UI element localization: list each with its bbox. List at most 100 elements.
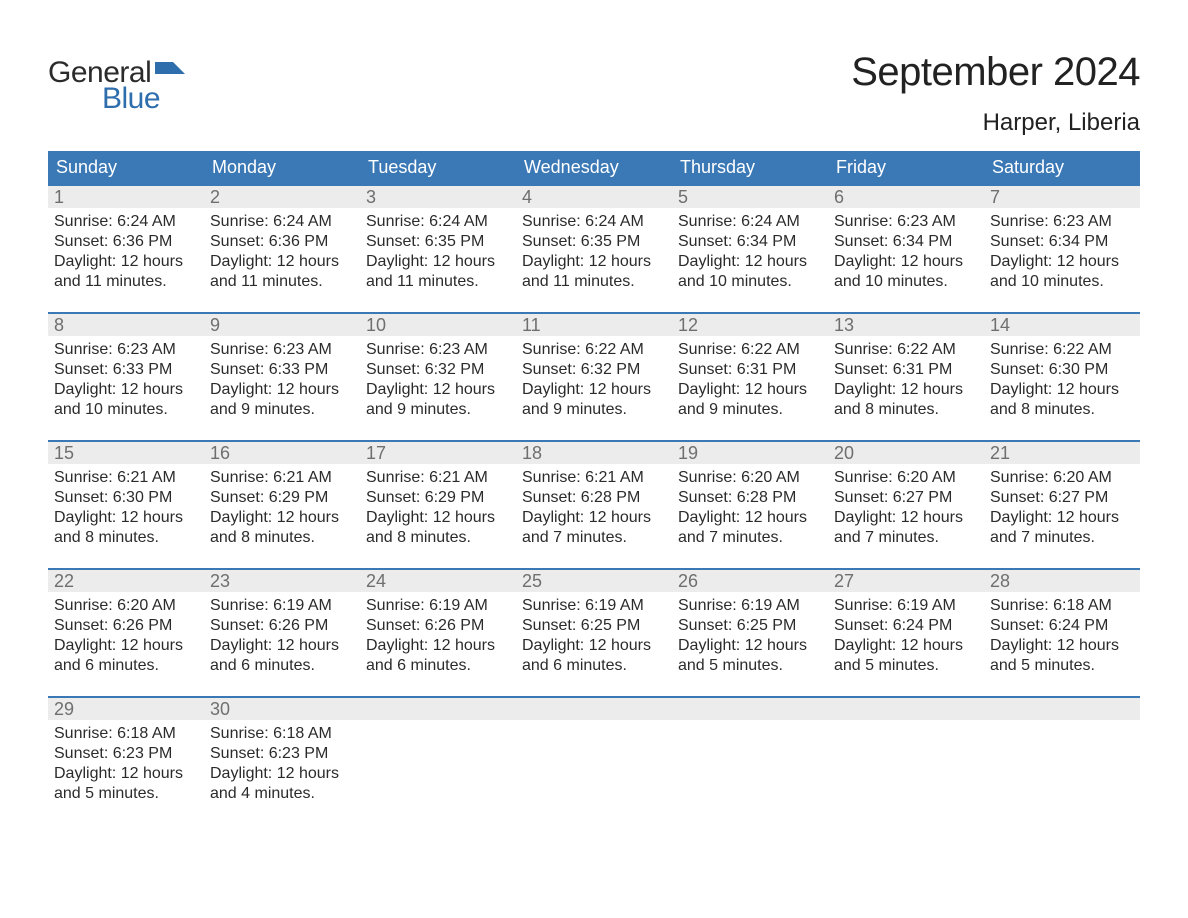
daylight-line-2: and 7 minutes. (678, 528, 822, 548)
day-cell: 9Sunrise: 6:23 AMSunset: 6:33 PMDaylight… (204, 314, 360, 426)
daylight-line-2: and 7 minutes. (834, 528, 978, 548)
sunrise-line: Sunrise: 6:23 AM (834, 212, 978, 232)
daylight-line-1: Daylight: 12 hours (522, 380, 666, 400)
sunset-line: Sunset: 6:36 PM (210, 232, 354, 252)
sunset-line: Sunset: 6:32 PM (366, 360, 510, 380)
day-number: 20 (828, 442, 984, 464)
month-year-title: September 2024 (851, 50, 1140, 95)
sunrise-line: Sunrise: 6:21 AM (210, 468, 354, 488)
sunrise-line: Sunrise: 6:23 AM (366, 340, 510, 360)
day-cell: 1Sunrise: 6:24 AMSunset: 6:36 PMDaylight… (48, 186, 204, 298)
weekday-friday: Friday (828, 151, 984, 184)
calendar-grid: Sunday Monday Tuesday Wednesday Thursday… (48, 151, 1140, 810)
daylight-line-1: Daylight: 12 hours (834, 380, 978, 400)
sunset-line: Sunset: 6:23 PM (54, 744, 198, 764)
day-content: Sunrise: 6:19 AMSunset: 6:24 PMDaylight:… (828, 592, 984, 682)
day-number: 11 (516, 314, 672, 336)
daylight-line-1: Daylight: 12 hours (678, 252, 822, 272)
sunset-line: Sunset: 6:31 PM (678, 360, 822, 380)
sunset-line: Sunset: 6:36 PM (54, 232, 198, 252)
day-cell: 21Sunrise: 6:20 AMSunset: 6:27 PMDayligh… (984, 442, 1140, 554)
sunset-line: Sunset: 6:29 PM (210, 488, 354, 508)
day-number: 14 (984, 314, 1140, 336)
day-content: Sunrise: 6:20 AMSunset: 6:27 PMDaylight:… (828, 464, 984, 554)
day-content: Sunrise: 6:22 AMSunset: 6:31 PMDaylight:… (828, 336, 984, 426)
sunrise-line: Sunrise: 6:19 AM (210, 596, 354, 616)
daylight-line-1: Daylight: 12 hours (54, 508, 198, 528)
day-cell: 15Sunrise: 6:21 AMSunset: 6:30 PMDayligh… (48, 442, 204, 554)
sunrise-line: Sunrise: 6:20 AM (54, 596, 198, 616)
day-number: 10 (360, 314, 516, 336)
day-cell: 29 Sunrise: 6:18 AMSunset: 6:23 PMDayligh… (48, 698, 204, 810)
day-content: Sunrise: 6:23 AMSunset: 6:34 PMDaylight:… (984, 208, 1140, 298)
daylight-line-1: Daylight: 12 hours (54, 764, 198, 784)
day-cell: 3Sunrise: 6:24 AMSunset: 6:35 PMDaylight… (360, 186, 516, 298)
day-cell: 18Sunrise: 6:21 AMSunset: 6:28 PMDayligh… (516, 442, 672, 554)
sunrise-line: Sunrise: 6:21 AM (54, 468, 198, 488)
sunset-line: Sunset: 6:23 PM (210, 744, 354, 764)
day-number: 9 (204, 314, 360, 336)
daylight-line-1: Daylight: 12 hours (54, 380, 198, 400)
day-content: Sunrise: 6:24 AMSunset: 6:34 PMDaylight:… (672, 208, 828, 298)
sunrise-line: Sunrise: 6:18 AM (210, 724, 354, 744)
day-number: 22 (48, 570, 204, 592)
sunset-line: Sunset: 6:34 PM (990, 232, 1134, 252)
daylight-line-1: Daylight: 12 hours (678, 636, 822, 656)
day-number: 26 (672, 570, 828, 592)
daylight-line-1: Daylight: 12 hours (210, 380, 354, 400)
sunset-line: Sunset: 6:24 PM (834, 616, 978, 636)
sunset-line: Sunset: 6:25 PM (522, 616, 666, 636)
sunrise-line: Sunrise: 6:24 AM (366, 212, 510, 232)
day-cell: 20Sunrise: 6:20 AMSunset: 6:27 PMDayligh… (828, 442, 984, 554)
sunrise-line: Sunrise: 6:24 AM (678, 212, 822, 232)
day-content: Sunrise: 6:23 AMSunset: 6:33 PMDaylight:… (204, 336, 360, 426)
daylight-line-2: and 11 minutes. (522, 272, 666, 292)
daylight-line-2: and 8 minutes. (834, 400, 978, 420)
week-row: 15Sunrise: 6:21 AMSunset: 6:30 PMDayligh… (48, 440, 1140, 554)
daylight-line-2: and 11 minutes. (210, 272, 354, 292)
daylight-line-2: and 6 minutes. (522, 656, 666, 676)
daylight-line-2: and 5 minutes. (990, 656, 1134, 676)
weekday-wednesday: Wednesday (516, 151, 672, 184)
sunrise-line: Sunrise: 6:19 AM (522, 596, 666, 616)
sunset-line: Sunset: 6:27 PM (834, 488, 978, 508)
sunrise-line: Sunrise: 6:22 AM (990, 340, 1134, 360)
day-content: Sunrise: 6:24 AMSunset: 6:36 PMDaylight:… (48, 208, 204, 298)
daylight-line-2: and 6 minutes. (210, 656, 354, 676)
sunrise-line: Sunrise: 6:18 AM (54, 724, 198, 744)
daylight-line-2: and 6 minutes. (54, 656, 198, 676)
day-content: Sunrise: 6:21 AMSunset: 6:29 PMDaylight:… (360, 464, 516, 554)
daylight-line-2: and 9 minutes. (366, 400, 510, 420)
daylight-line-2: and 8 minutes. (990, 400, 1134, 420)
sunset-line: Sunset: 6:35 PM (366, 232, 510, 252)
sunset-line: Sunset: 6:24 PM (990, 616, 1134, 636)
sunset-line: Sunset: 6:29 PM (366, 488, 510, 508)
day-content: Sunrise: 6:20 AMSunset: 6:27 PMDaylight:… (984, 464, 1140, 554)
location-label: Harper, Liberia (851, 109, 1140, 137)
day-cell: 22Sunrise: 6:20 AMSunset: 6:26 PMDayligh… (48, 570, 204, 682)
weekday-sunday: Sunday (48, 151, 204, 184)
daylight-line-2: and 6 minutes. (366, 656, 510, 676)
day-content: Sunrise: 6:24 AMSunset: 6:35 PMDaylight:… (516, 208, 672, 298)
day-cell: 11Sunrise: 6:22 AMSunset: 6:32 PMDayligh… (516, 314, 672, 426)
day-number: 27 (828, 570, 984, 592)
sunrise-line: Sunrise: 6:19 AM (366, 596, 510, 616)
day-cell: 6Sunrise: 6:23 AMSunset: 6:34 PMDaylight… (828, 186, 984, 298)
daylight-line-2: and 10 minutes. (834, 272, 978, 292)
day-cell: 30Sunrise: 6:18 AMSunset: 6:23 PMDayligh… (204, 698, 360, 810)
day-content: Sunrise: 6:18 AMSunset: 6:23 PMDaylight:… (204, 720, 360, 810)
day-content: Sunrise: 6:20 AMSunset: 6:26 PMDaylight:… (48, 592, 204, 682)
day-content: Sunrise: 6:24 AMSunset: 6:36 PMDaylight:… (204, 208, 360, 298)
sunrise-line: Sunrise: 6:20 AM (678, 468, 822, 488)
weekday-saturday: Saturday (984, 151, 1140, 184)
daylight-line-1: Daylight: 12 hours (990, 508, 1134, 528)
day-cell: 26Sunrise: 6:19 AMSunset: 6:25 PMDayligh… (672, 570, 828, 682)
day-number: 7 (984, 186, 1140, 208)
sunrise-line: Sunrise: 6:18 AM (990, 596, 1134, 616)
daylight-line-2: and 8 minutes. (210, 528, 354, 548)
daylight-line-1: Daylight: 12 hours (210, 252, 354, 272)
day-number: 29 (48, 698, 204, 720)
day-number: 8 (48, 314, 204, 336)
daylight-line-1: Daylight: 12 hours (522, 252, 666, 272)
daylight-line-2: and 9 minutes. (678, 400, 822, 420)
